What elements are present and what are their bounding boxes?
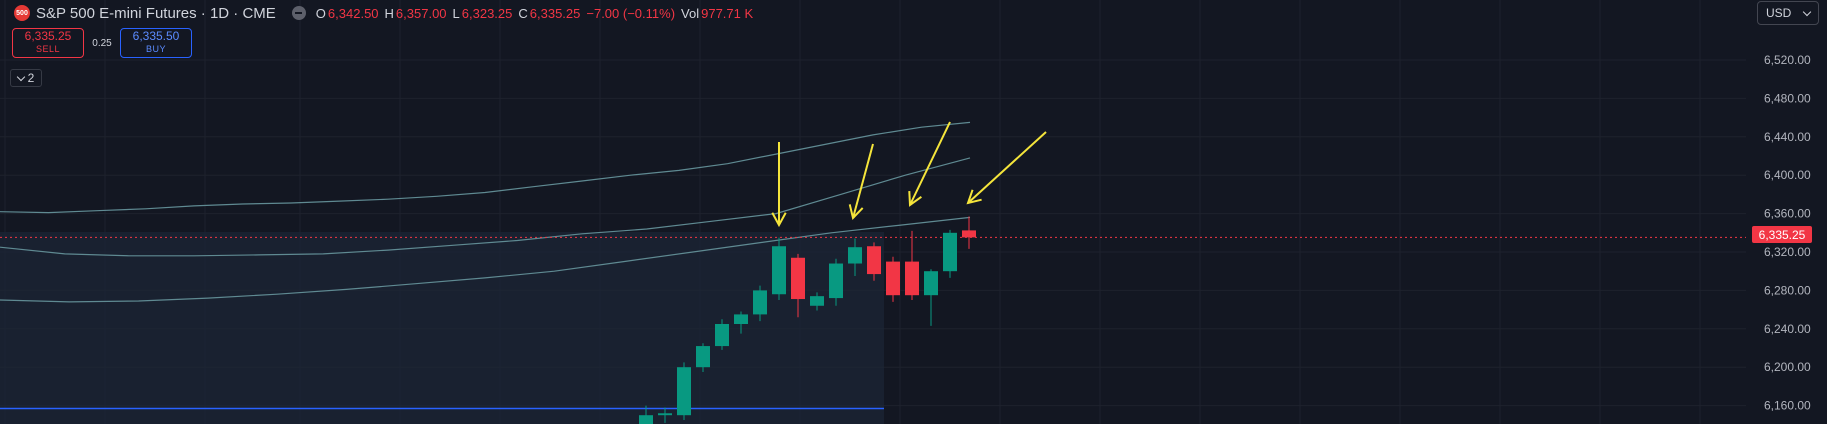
ohlc-values: O 6,342.50 H 6,357.00 L 6,323.25 C 6,335… — [316, 6, 757, 21]
currency-label: USD — [1766, 6, 1792, 20]
annotation-arrow — [966, 131, 1047, 205]
candle — [943, 229, 957, 278]
indicators-toggle-button[interactable]: 2 — [10, 69, 42, 87]
annotation-arrow — [848, 143, 874, 221]
annotation-arrow — [771, 142, 787, 228]
price-tick-label: 6,200.00 — [1764, 360, 1811, 374]
trade-buttons: 6,335.25 SELL 0.25 6,335.50 BUY — [12, 28, 192, 58]
candle — [639, 405, 653, 424]
price-tick-label: 6,400.00 — [1764, 168, 1811, 182]
candle — [924, 269, 938, 326]
price-tick-label: 6,280.00 — [1764, 283, 1811, 297]
price-tick-label: 6,160.00 — [1764, 399, 1811, 413]
lower-band2-line — [0, 216, 971, 303]
price-axis: 6,520.00 6,480.00 6,440.00 6,400.00 6,360.00… — [1764, 53, 1811, 413]
volume-label: Vol — [681, 5, 700, 21]
volume-value: 977.71 K — [701, 5, 754, 21]
open-label: O — [315, 5, 326, 21]
close-value: 6,335.25 — [529, 5, 581, 21]
lower-band-line — [0, 157, 971, 257]
hide-indicator-icon[interactable] — [291, 6, 306, 20]
candles — [639, 216, 976, 424]
low-value: 6,323.25 — [461, 5, 513, 21]
candle — [658, 407, 672, 423]
price-tick-label: 6,440.00 — [1764, 130, 1811, 144]
price-tick-label: 6,360.00 — [1764, 207, 1811, 221]
candle — [962, 216, 976, 249]
chevron-down-icon — [16, 72, 25, 81]
upper-band-line — [0, 121, 971, 214]
candle — [905, 230, 919, 300]
change-value: −7.00 (−0.11%) — [586, 5, 676, 21]
open-value: 6,342.50 — [327, 5, 379, 21]
symbol-title[interactable]: S&P 500 E-mini Futures · 1D · CME — [36, 4, 276, 22]
candle — [772, 237, 786, 300]
candle — [829, 258, 843, 306]
sell-button[interactable]: 6,335.25 SELL — [12, 28, 84, 58]
indicators-count: 2 — [27, 71, 35, 85]
price-tick-label: 6,320.00 — [1764, 245, 1811, 259]
high-label: H — [384, 5, 394, 21]
candle — [886, 256, 900, 302]
low-label: L — [452, 5, 460, 21]
sell-label: SELL — [35, 44, 61, 54]
candle — [791, 253, 805, 318]
symbol-header: 500 S&P 500 E-mini Futures · 1D · CME O … — [14, 3, 757, 23]
candle — [848, 238, 862, 276]
sell-price: 6,335.25 — [24, 29, 72, 43]
candle — [715, 319, 729, 350]
candle — [696, 343, 710, 372]
spread-value: 0.25 — [92, 37, 112, 49]
candle — [734, 311, 748, 334]
buy-label: BUY — [145, 44, 166, 54]
last-price-tag: 6,335.25 — [1752, 226, 1812, 243]
close-label: C — [518, 5, 528, 21]
high-value: 6,357.00 — [395, 5, 447, 21]
buy-price: 6,335.50 — [132, 29, 180, 43]
candle — [753, 285, 767, 322]
price-tick-label: 6,520.00 — [1764, 53, 1811, 67]
chevron-down-icon — [1802, 7, 1812, 16]
symbol-logo-icon: 500 — [14, 5, 30, 21]
currency-select[interactable]: USD — [1757, 1, 1819, 25]
buy-button[interactable]: 6,335.50 BUY — [120, 28, 192, 58]
annotation-arrows — [771, 121, 1047, 228]
price-tick-label: 6,240.00 — [1764, 322, 1811, 336]
price-tick-label: 6,480.00 — [1764, 91, 1811, 105]
bollinger-bands — [0, 121, 971, 303]
candle — [867, 242, 881, 281]
candle — [810, 292, 824, 311]
candle — [677, 362, 691, 420]
annotation-arrow — [908, 121, 951, 207]
range-shade — [0, 232, 884, 424]
